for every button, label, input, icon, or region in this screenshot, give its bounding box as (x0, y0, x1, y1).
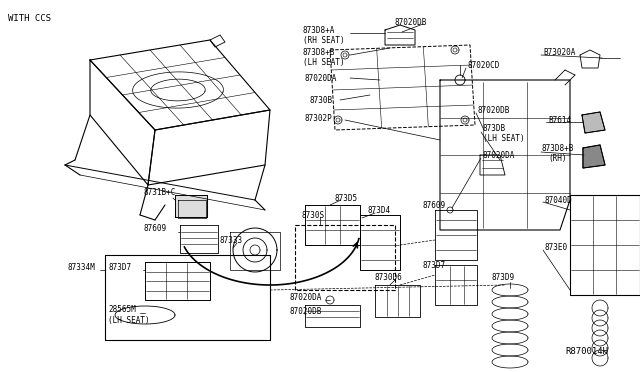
Text: 873D8+A: 873D8+A (303, 26, 335, 35)
Text: 87020DA: 87020DA (483, 151, 515, 160)
Text: R870014H: R870014H (565, 347, 608, 356)
Text: WITH CCS: WITH CCS (8, 13, 51, 22)
Text: 873D8+B: 873D8+B (303, 48, 335, 57)
Text: 87020DB: 87020DB (478, 106, 510, 115)
Text: B7614: B7614 (548, 115, 571, 125)
Text: 873E0: 873E0 (545, 244, 568, 253)
Text: 8731B+C: 8731B+C (143, 187, 175, 196)
Text: 8730B: 8730B (310, 96, 333, 105)
Text: 87333: 87333 (220, 235, 243, 244)
Polygon shape (583, 145, 605, 168)
Text: 87609: 87609 (423, 201, 446, 209)
Text: 873D5: 873D5 (335, 193, 358, 202)
Text: 87020DB: 87020DB (290, 308, 323, 317)
Text: B73020A: B73020A (543, 48, 575, 57)
Text: 28565M: 28565M (108, 305, 136, 314)
Text: 87040D: 87040D (545, 196, 573, 205)
Text: 87020CD: 87020CD (468, 61, 500, 70)
Text: 87020DB: 87020DB (395, 17, 428, 26)
Text: 87302P: 87302P (305, 113, 333, 122)
Text: 873D9: 873D9 (492, 273, 515, 282)
Text: 873D4: 873D4 (368, 205, 391, 215)
Text: 873D7: 873D7 (108, 263, 131, 273)
Text: (RH): (RH) (548, 154, 566, 163)
Text: 873D8+B: 873D8+B (542, 144, 574, 153)
Text: (LH SEAT): (LH SEAT) (303, 58, 344, 67)
Text: 8730S: 8730S (302, 211, 325, 219)
Text: (RH SEAT): (RH SEAT) (303, 35, 344, 45)
Text: 8730D6: 8730D6 (375, 273, 403, 282)
Text: 87609: 87609 (143, 224, 166, 232)
Text: 87020DA: 87020DA (305, 74, 337, 83)
Text: (LH SEAT): (LH SEAT) (108, 315, 150, 324)
Polygon shape (582, 112, 605, 133)
Text: 87020DA: 87020DA (290, 292, 323, 301)
Text: 873DB: 873DB (483, 124, 506, 132)
Text: 87334M: 87334M (67, 263, 95, 273)
Polygon shape (176, 196, 207, 216)
Text: (LH SEAT): (LH SEAT) (483, 134, 525, 142)
Text: 873D7: 873D7 (423, 260, 446, 269)
